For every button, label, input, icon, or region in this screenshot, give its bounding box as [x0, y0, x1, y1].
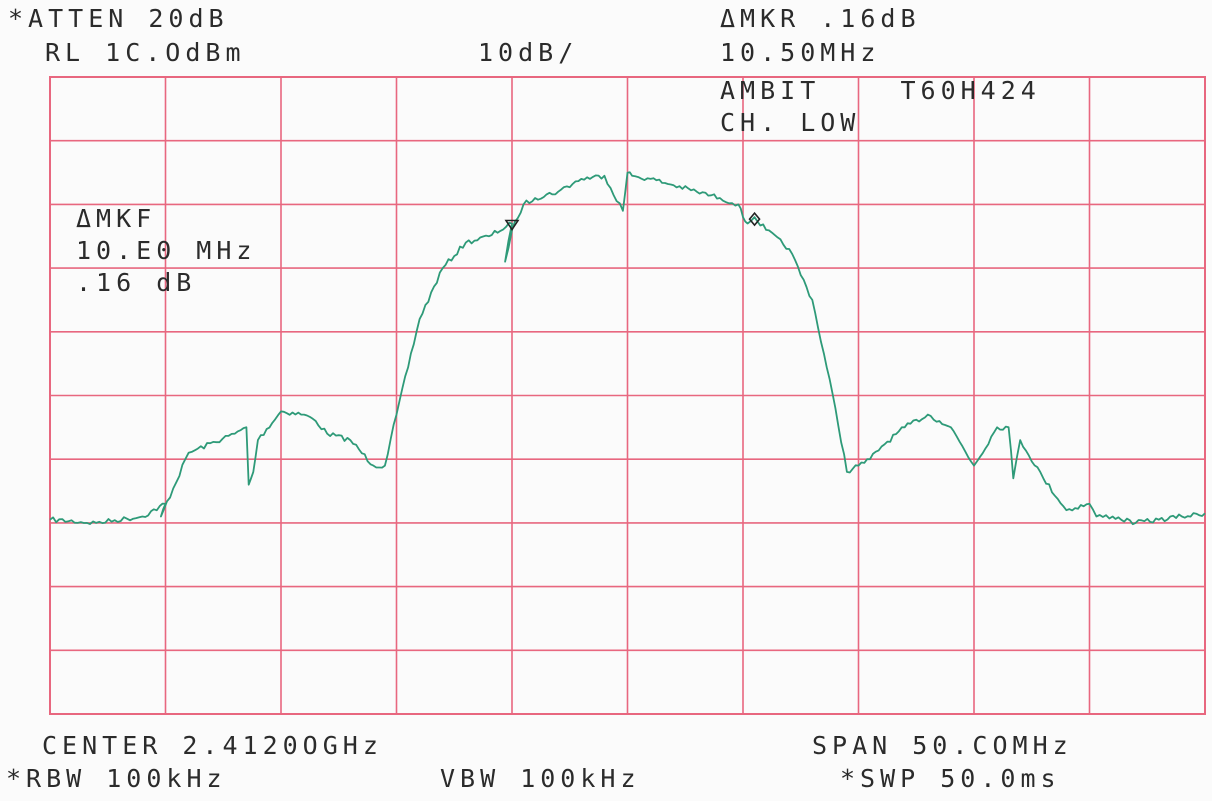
- marker-delta-readout: ΔMKR .16dB: [720, 4, 921, 33]
- atten-readout: *ATTEN 20dB: [8, 4, 229, 33]
- spectrum-trace: [49, 171, 1206, 526]
- channel-label: CH. LOW: [720, 108, 861, 137]
- marker-box-title: ΔMKF: [76, 204, 157, 233]
- device-label: AMBIT T60H424: [720, 76, 1041, 105]
- rbw-readout: *RBW 100kHz: [6, 764, 227, 793]
- marker-box-freq: 10.E0 MHz: [76, 236, 257, 265]
- ref-level-readout: RL 1C.OdBm: [45, 38, 246, 67]
- span-readout: SPAN 50.COMHz: [812, 731, 1073, 760]
- marker-box-level: .16 dB: [76, 268, 197, 297]
- swp-readout: *SWP 50.0ms: [840, 764, 1061, 793]
- marker-freq-readout: 10.50MHz: [720, 38, 881, 67]
- scale-readout: 10dB/: [478, 38, 579, 67]
- vbw-readout: VBW 100kHz: [440, 764, 641, 793]
- center-freq-readout: CENTER 2.4120OGHz: [42, 731, 383, 760]
- delta-marker-diamond: [748, 211, 761, 227]
- reference-marker-triangle: [504, 219, 520, 231]
